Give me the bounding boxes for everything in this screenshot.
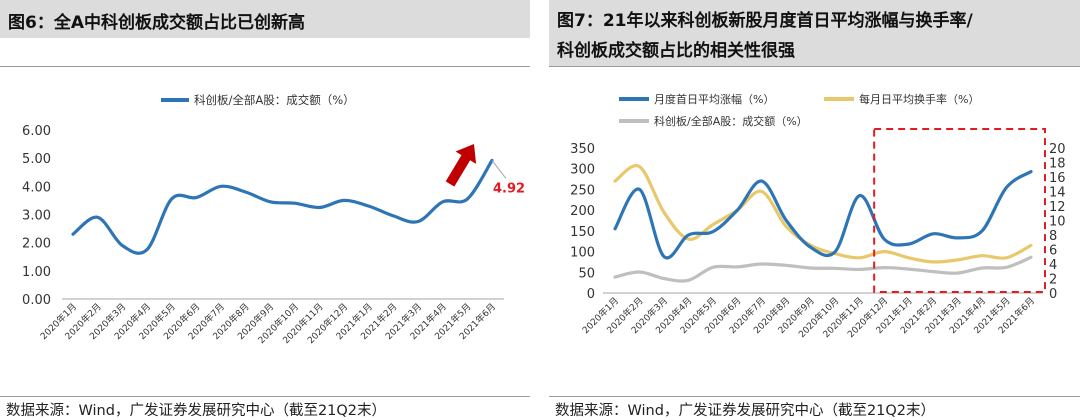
y-right-tick-label: 18	[1049, 157, 1066, 172]
y-right-tick-label: 8	[1049, 229, 1057, 244]
y-right-tick-label: 12	[1049, 200, 1066, 215]
y-left-tick-label: 100	[570, 246, 595, 261]
left-figure-title: 图6：全A中科创板成交额占比已创新高	[8, 13, 305, 33]
y-left-tick-label: 50	[578, 266, 595, 281]
y-tick-label: 1.00	[22, 265, 51, 280]
y-tick-label: 5.00	[22, 152, 51, 167]
trend-up-arrow-shape	[445, 144, 477, 187]
left-bottom-divider	[0, 396, 530, 397]
y-right-tick-label: 6	[1049, 244, 1057, 259]
y-right-tick-label: 2	[1049, 273, 1057, 288]
y-right-tick-label: 14	[1049, 186, 1066, 201]
data-label-latest: 4.92	[493, 181, 525, 196]
y-tick-label: 0.00	[22, 293, 51, 308]
right-source-note: 数据来源：Wind，广发证券发展研究中心（截至21Q2末）	[555, 403, 936, 419]
left-chart: 科创板/全部A股：成交额（%） 0.00 1.00 2.00 3.00 4.00 5.00 6…	[22, 93, 525, 346]
right-top-divider	[549, 66, 1080, 67]
right-figure-title-line2: 科创板成交额占比的相关性很强	[557, 41, 795, 61]
y-tick-label: 3.00	[22, 209, 51, 224]
y-tick-label: 2.00	[22, 237, 51, 252]
y-right-tick-label: 20	[1049, 142, 1066, 157]
y-right-tick-label: 10	[1049, 215, 1066, 230]
left-figure-panel: 图6：全A中科创板成交额占比已创新高 科创板/全部A股：成交额（%） 0.00 1.…	[0, 0, 530, 419]
right-figure-panel: 图7：21年以来科创板新股月度首日平均涨幅与换手率/ 科创板成交额占比的相关性很…	[549, 0, 1080, 419]
right-figure-title-line1: 图7：21年以来科创板新股月度首日平均涨幅与换手率/	[557, 11, 973, 31]
series-line-kcb-share	[71, 158, 494, 255]
data-label-leader	[491, 160, 507, 179]
left-title-bar: 图6：全A中科创板成交额占比已创新高	[0, 0, 530, 38]
left-top-divider	[0, 66, 530, 67]
series-line-kcb-share	[613, 255, 1033, 283]
y-right-tick-label: 4	[1049, 258, 1057, 273]
y-right-tick-label: 0	[1049, 287, 1057, 302]
right-chart: 月度首日平均涨幅（%） 每月日平均换手率（%） 科创板/全部A股：成交额（%） 0 50…	[570, 92, 1066, 340]
y-left-tick-label: 350	[570, 142, 595, 157]
legend-label-first-day-gain: 月度首日平均涨幅（%）	[654, 92, 774, 106]
y-left-tick-label: 200	[570, 204, 595, 219]
legend-label-kcb-share: 科创板/全部A股：成交额（%）	[194, 93, 355, 107]
y-left-tick-label: 250	[570, 183, 595, 198]
y-right-tick-label: 16	[1049, 171, 1066, 186]
y-left-tick-label: 300	[570, 163, 595, 178]
series-line-first-day-gain	[613, 170, 1033, 260]
left-source-note: 数据来源：Wind，广发证券发展研究中心（截至21Q2末）	[6, 403, 387, 419]
y-tick-label: 6.00	[22, 124, 51, 139]
highlight-dashed-box	[873, 128, 1047, 293]
y-left-tick-label: 150	[570, 225, 595, 240]
legend-label-turnover: 每月日平均换手率（%）	[859, 92, 979, 106]
trend-up-arrow	[445, 144, 477, 187]
y-left-tick-label: 0	[587, 287, 595, 302]
right-title-bar: 图7：21年以来科创板新股月度首日平均涨幅与换手率/ 科创板成交额占比的相关性很…	[549, 0, 1080, 66]
right-bottom-divider	[549, 396, 1080, 397]
y-tick-label: 4.00	[22, 180, 51, 195]
legend-label-kcb-share: 科创板/全部A股：成交额（%）	[654, 114, 808, 128]
